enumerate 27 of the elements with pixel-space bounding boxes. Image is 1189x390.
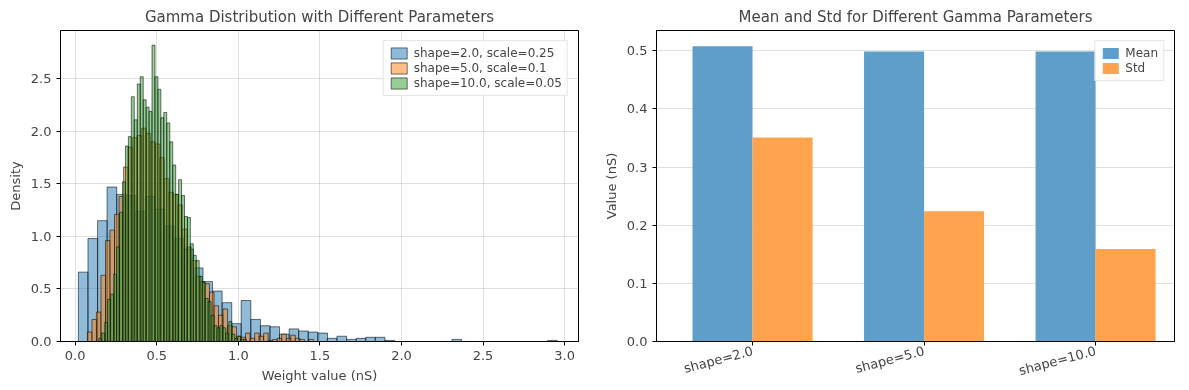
- legend-label: shape=5.0, scale=0.1: [413, 61, 547, 75]
- x-tick-label: 3.0: [554, 347, 575, 363]
- y-tick-label: 0.5: [626, 43, 648, 59]
- x-tick-label: 1.5: [309, 347, 331, 363]
- y-tick-label: 2.0: [30, 123, 52, 139]
- chart-title: Mean and Std for Different Gamma Parameters: [738, 7, 1093, 26]
- legend-label: shape=2.0, scale=0.25: [413, 46, 555, 60]
- y-axis-title: Density: [7, 160, 23, 211]
- y-tick-label: 0.3: [626, 159, 648, 175]
- y-tick-label: 0.4: [626, 101, 648, 117]
- y-tick-label: 0.2: [626, 217, 648, 233]
- x-axis-title: Weight value (nS): [261, 367, 378, 383]
- y-tick-label: 0.5: [30, 281, 52, 297]
- x-tick-label: 2.5: [472, 347, 494, 363]
- y-tick-label: 1.0: [30, 228, 52, 244]
- x-tick-label: 1.0: [228, 347, 249, 363]
- y-tick-label: 1.5: [30, 176, 52, 192]
- x-tick-label: 0.0: [64, 347, 86, 363]
- legend-label: Std: [1125, 61, 1146, 75]
- y-tick-label: 2.5: [30, 71, 52, 87]
- legend-label: Mean: [1125, 46, 1158, 60]
- x-tick-label: 2.0: [391, 347, 412, 363]
- y-tick-label: 0.1: [626, 275, 648, 291]
- x-tick-label: 0.5: [146, 347, 168, 363]
- chart-title: Gamma Distribution with Different Parameters: [144, 7, 495, 26]
- y-axis-title: Value (nS): [603, 152, 619, 220]
- legend-label: shape=10.0, scale=0.05: [413, 76, 562, 90]
